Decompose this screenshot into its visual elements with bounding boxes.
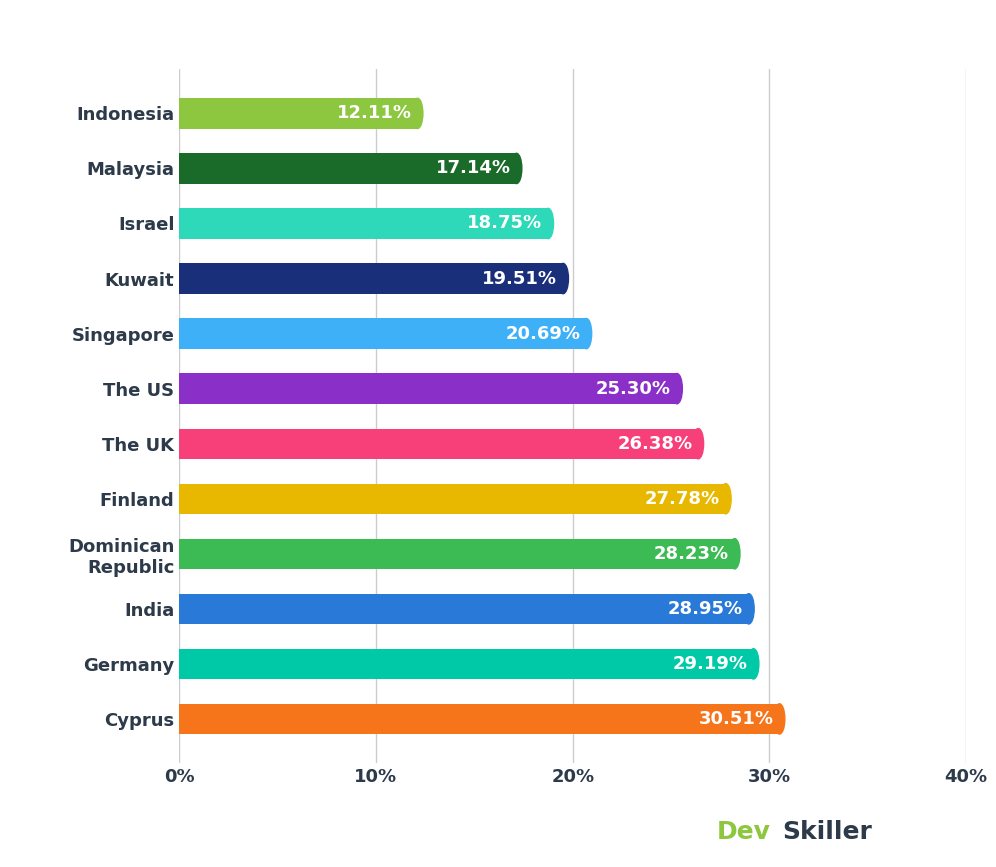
- Circle shape: [412, 98, 423, 128]
- Bar: [179, 318, 587, 349]
- Circle shape: [558, 264, 569, 294]
- Text: 28.95%: 28.95%: [667, 600, 743, 618]
- Bar: [179, 484, 726, 514]
- Bar: [179, 208, 548, 238]
- Text: 30.51%: 30.51%: [698, 710, 774, 728]
- Circle shape: [511, 153, 522, 184]
- Circle shape: [671, 374, 682, 404]
- Text: 26.38%: 26.38%: [618, 434, 692, 453]
- Bar: [179, 264, 563, 294]
- Bar: [179, 704, 780, 734]
- Text: 12.11%: 12.11%: [337, 104, 411, 122]
- Circle shape: [774, 704, 785, 734]
- Circle shape: [543, 208, 554, 238]
- Text: 27.78%: 27.78%: [644, 490, 720, 508]
- Text: Dev: Dev: [717, 820, 771, 844]
- Bar: [179, 538, 735, 569]
- Bar: [179, 594, 749, 624]
- Circle shape: [720, 484, 731, 514]
- Text: 29.19%: 29.19%: [672, 655, 748, 673]
- Circle shape: [693, 428, 703, 459]
- Text: Skiller: Skiller: [782, 820, 872, 844]
- Text: 17.14%: 17.14%: [435, 160, 511, 178]
- Text: 25.30%: 25.30%: [596, 380, 671, 398]
- Bar: [179, 649, 754, 679]
- Text: 18.75%: 18.75%: [467, 214, 542, 232]
- Text: 20.69%: 20.69%: [505, 324, 581, 342]
- Bar: [179, 98, 417, 128]
- Circle shape: [748, 649, 759, 679]
- Text: 19.51%: 19.51%: [482, 270, 557, 288]
- Circle shape: [729, 538, 740, 569]
- Bar: [179, 153, 517, 184]
- Bar: [179, 374, 677, 404]
- Circle shape: [743, 594, 754, 624]
- Text: 28.23%: 28.23%: [653, 544, 729, 563]
- Bar: [179, 428, 698, 459]
- Circle shape: [581, 318, 592, 349]
